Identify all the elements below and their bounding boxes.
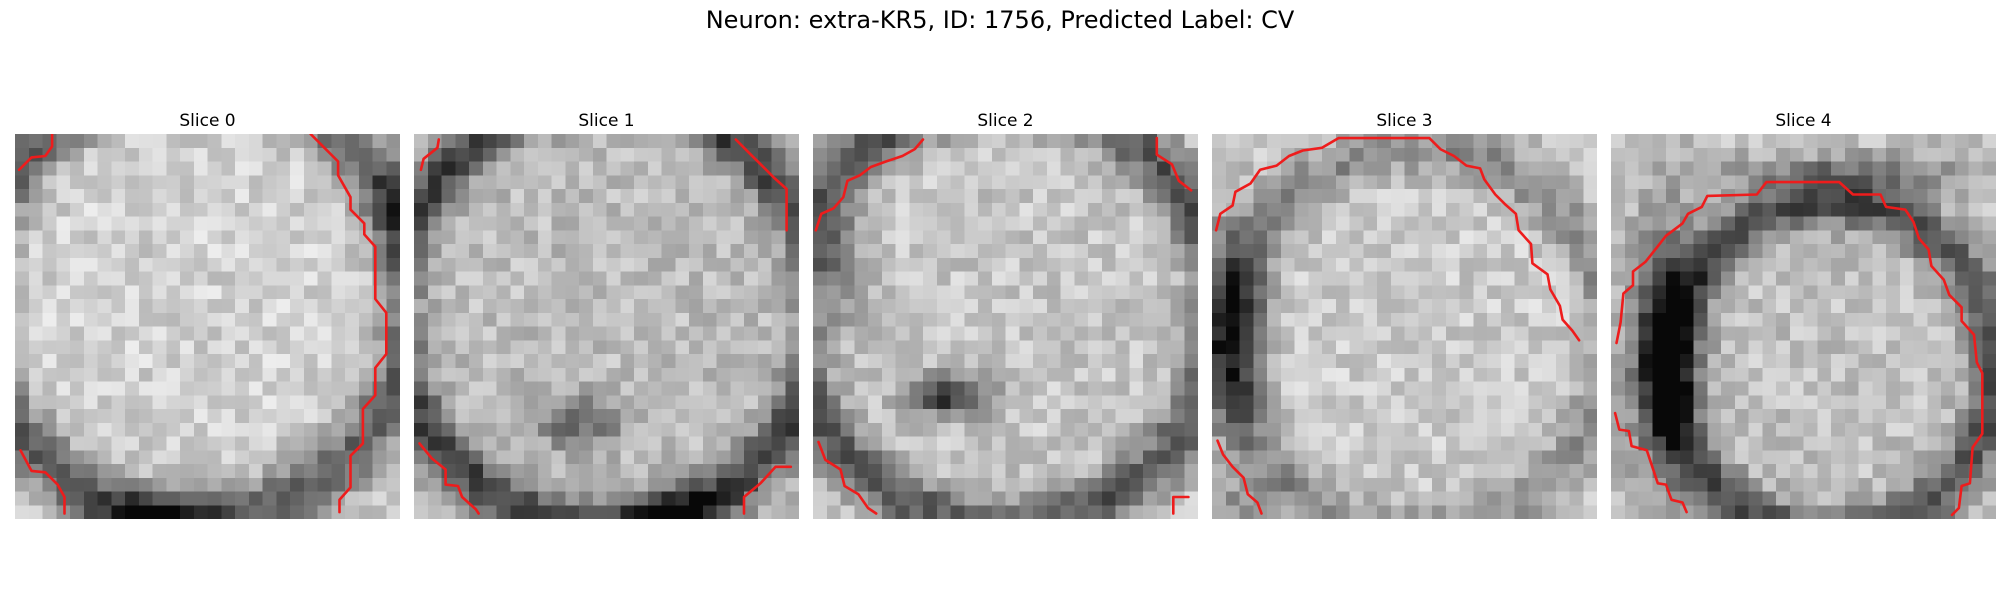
contour-line [1214,136,1581,342]
contour-line [1615,180,1984,517]
slice-image [1611,134,1996,519]
contour-line [419,138,441,172]
contour-line [17,134,54,172]
slice-image [813,134,1198,519]
contour-line [734,138,788,232]
slice-image [15,134,400,519]
contour-line [817,440,878,515]
contour-line [742,465,793,515]
contour-line [1171,495,1190,515]
slice-panel-0: Slice 0 [15,108,400,519]
contour-line [309,134,388,514]
contour-line [814,138,925,232]
slice-title: Slice 3 [1376,111,1433,131]
slice-panel-1: Slice 1 [414,108,799,519]
slice-panel-2: Slice 2 [813,108,1198,519]
contour-line [418,442,480,515]
slice-image [1212,134,1597,519]
slice-title: Slice 1 [578,111,635,131]
contour-line [19,448,66,515]
contour-line [1155,136,1193,192]
slice-title: Slice 0 [179,111,236,131]
figure-title: Neuron: extra-KR5, ID: 1756, Predicted L… [705,6,1295,34]
slice-title: Slice 4 [1775,111,1832,131]
slice-image [414,134,799,519]
contour-line [1613,411,1688,514]
slice-panel-3: Slice 3 [1212,108,1597,519]
slice-title: Slice 2 [977,111,1034,131]
contour-line [1216,439,1263,515]
slice-panel-4: Slice 4 [1611,108,1996,519]
